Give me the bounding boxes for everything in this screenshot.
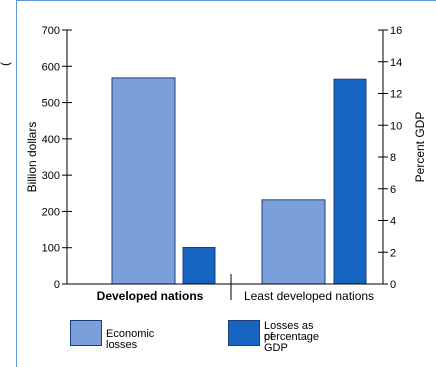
- legend: Economic losses Losses as percentage of …: [70, 318, 400, 354]
- chart-plot: 0 100 200 300 400 500 600 700 0 2 4 6 8 10 12 14 16 Billi…: [25, 25, 427, 303]
- bar-0-1: [261, 199, 326, 285]
- left-tick-label: 500: [42, 98, 60, 110]
- bar-1-1: [333, 78, 367, 285]
- right-tick-label: 8: [390, 152, 396, 164]
- left-tick-label: 400: [42, 134, 60, 146]
- right-axis-title: Percent GDP: [413, 112, 427, 183]
- right-tick-label: 4: [390, 216, 396, 228]
- category-label-0: Developed nations: [97, 289, 204, 303]
- bar-1-0: [182, 246, 216, 285]
- legend-label-losses-percentage-line1: Losses as percentage: [264, 320, 320, 343]
- left-tick-label: 700: [42, 25, 60, 37]
- right-tick-label: 12: [390, 89, 402, 101]
- chart-frame: [16, 0, 436, 367]
- right-tick-label: 2: [390, 247, 396, 259]
- right-tick-label: 6: [390, 184, 396, 196]
- right-tick-label: 10: [390, 120, 402, 132]
- legend-swatch-losses-percentage: [228, 320, 260, 346]
- legend-swatch-economic-losses: [70, 320, 102, 346]
- left-axis-title: Billion dollars: [25, 122, 39, 193]
- right-tick-label: 16: [390, 25, 402, 37]
- category-label-1: Least developed nations: [244, 289, 374, 303]
- bar-0-0: [111, 77, 176, 285]
- right-tick-label: 14: [390, 57, 402, 69]
- left-tick-label: 100: [42, 243, 60, 255]
- legend-label-losses-percentage-line2: of GDP: [264, 331, 288, 354]
- left-tick-label: 600: [42, 61, 60, 73]
- legend-label-economic-losses: Economic losses: [106, 328, 155, 351]
- left-tick-label: 0: [54, 279, 60, 291]
- right-tick-label: 0: [390, 279, 396, 291]
- left-tick-label: 300: [42, 170, 60, 182]
- left-tick-label: 200: [42, 206, 60, 218]
